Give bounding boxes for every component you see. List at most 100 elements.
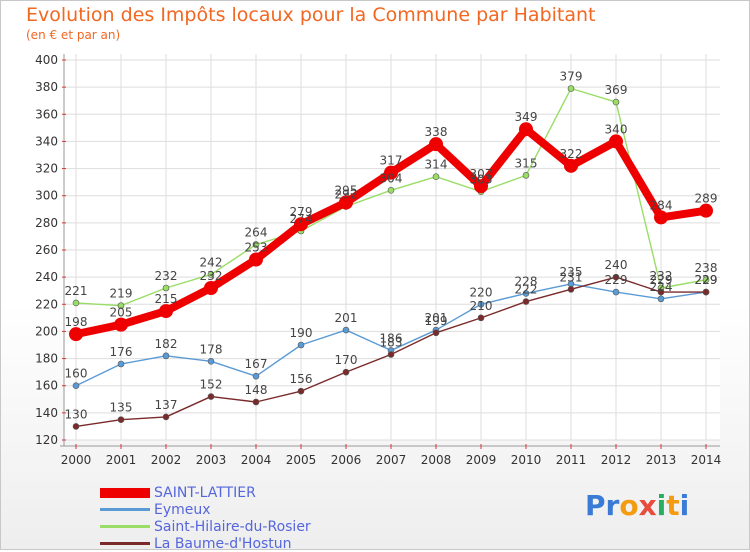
data-point: [249, 252, 263, 267]
y-tick-label: 140: [35, 406, 58, 420]
data-point: [522, 298, 530, 305]
data-label: 379: [560, 70, 583, 84]
x-tick-label: 2007: [376, 453, 407, 467]
data-point: [432, 329, 440, 337]
legend-swatch: [100, 487, 150, 498]
data-label: 183: [380, 336, 403, 350]
data-label: 231: [560, 270, 583, 284]
data-label: 369: [605, 83, 628, 97]
chart-title: Evolution des Impôts locaux pour la Comm…: [26, 4, 596, 26]
legend-label: La Baume-d'Hostun: [154, 535, 292, 552]
data-point: [69, 327, 83, 342]
proxiti-logo: Proxiti: [585, 489, 689, 522]
x-tick-label: 2002: [151, 453, 182, 467]
data-label: 156: [290, 372, 313, 386]
data-point: [207, 393, 215, 400]
data-label: 242: [200, 255, 223, 269]
data-point: [387, 351, 395, 358]
y-tick-label: 240: [35, 270, 58, 284]
data-label: 219: [110, 287, 133, 301]
y-tick-label: 200: [35, 324, 58, 338]
data-point: [117, 360, 125, 368]
data-point: [72, 299, 80, 307]
data-label: 201: [335, 311, 358, 325]
data-label: 322: [560, 147, 583, 161]
data-point: [474, 179, 488, 194]
x-tick-label: 2011: [556, 453, 587, 467]
data-label: 199: [425, 314, 448, 328]
legend-item: Saint-Hilaire-du-Rosier: [100, 518, 311, 535]
y-tick-label: 120: [35, 433, 58, 447]
data-label: 167: [245, 357, 268, 371]
x-tick-label: 2001: [106, 453, 137, 467]
data-label: 130: [65, 407, 88, 421]
data-label: 229: [650, 273, 673, 287]
data-label: 198: [65, 315, 88, 329]
data-point: [654, 210, 668, 225]
data-point: [702, 276, 710, 284]
data-point: [252, 241, 260, 248]
data-label: 238: [695, 261, 718, 275]
legend-item: Eymeux: [100, 501, 311, 518]
x-tick-label: 2004: [241, 453, 272, 467]
data-label: 170: [335, 353, 358, 367]
data-point: [339, 195, 353, 210]
data-label: 303: [470, 173, 493, 187]
legend-label: Eymeux: [154, 501, 211, 518]
data-label: 176: [110, 345, 133, 359]
data-point: [297, 387, 305, 395]
data-point: [522, 172, 530, 179]
data-point: [342, 368, 350, 376]
y-tick-label: 320: [35, 162, 58, 176]
data-point: [159, 304, 173, 319]
data-point: [204, 281, 218, 295]
x-tick-label: 2008: [421, 453, 452, 467]
data-label: 338: [425, 125, 448, 139]
data-point: [657, 295, 665, 303]
data-label: 349: [515, 110, 538, 124]
data-point: [162, 284, 170, 292]
data-point: [384, 165, 398, 180]
data-label: 152: [200, 378, 223, 392]
data-point: [612, 273, 620, 281]
chart-legend: SAINT-LATTIER Eymeux Saint-Hilaire-du-Rosi…: [100, 484, 311, 552]
data-label: 186: [380, 331, 403, 345]
data-label: 228: [515, 274, 538, 288]
data-point: [609, 134, 623, 149]
data-label: 210: [470, 299, 493, 313]
data-label: 264: [245, 226, 268, 240]
data-point: [162, 413, 170, 421]
data-point: [207, 271, 215, 278]
legend-swatch: [100, 541, 150, 546]
data-point: [342, 326, 350, 334]
data-label: 148: [245, 383, 268, 397]
data-label: 292: [335, 188, 358, 202]
data-label: 289: [695, 192, 718, 206]
legend-swatch: [100, 507, 150, 512]
data-point: [567, 85, 575, 92]
y-tick-label: 180: [35, 352, 58, 366]
data-label: 240: [605, 258, 628, 272]
chart-subtitle: (en € et par an): [26, 28, 121, 42]
data-point: [207, 357, 215, 365]
data-point: [72, 423, 80, 430]
data-point: [162, 352, 170, 360]
data-point: [252, 398, 260, 406]
data-label: 232: [155, 269, 178, 283]
data-point: [117, 302, 125, 309]
data-label: 340: [605, 122, 628, 136]
x-tick-label: 2010: [511, 453, 542, 467]
legend-item: La Baume-d'Hostun: [100, 535, 311, 552]
data-label: 304: [380, 171, 403, 185]
y-tick-label: 380: [35, 80, 58, 94]
data-label: 274: [290, 212, 313, 226]
legend-label: SAINT-LATTIER: [154, 484, 256, 501]
y-tick-label: 360: [35, 107, 58, 121]
data-point: [702, 288, 710, 296]
data-label: 284: [650, 198, 673, 212]
data-label: 205: [110, 306, 133, 320]
y-tick-label: 300: [35, 189, 58, 203]
x-tick-label: 2006: [331, 453, 362, 467]
data-label: 229: [695, 273, 718, 287]
